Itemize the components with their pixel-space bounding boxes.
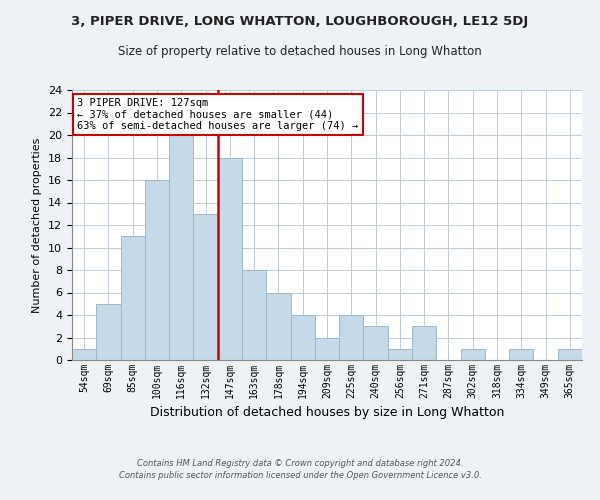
Bar bbox=[169, 135, 193, 360]
Bar bbox=[339, 315, 364, 360]
X-axis label: Distribution of detached houses by size in Long Whatton: Distribution of detached houses by size … bbox=[150, 406, 504, 420]
Bar bbox=[218, 158, 242, 360]
Bar bbox=[461, 349, 485, 360]
Text: Size of property relative to detached houses in Long Whatton: Size of property relative to detached ho… bbox=[118, 45, 482, 58]
Bar bbox=[266, 292, 290, 360]
Bar bbox=[412, 326, 436, 360]
Bar bbox=[364, 326, 388, 360]
Text: Contains HM Land Registry data © Crown copyright and database right 2024.
Contai: Contains HM Land Registry data © Crown c… bbox=[119, 458, 481, 480]
Bar bbox=[193, 214, 218, 360]
Bar bbox=[290, 315, 315, 360]
Bar bbox=[315, 338, 339, 360]
Bar bbox=[145, 180, 169, 360]
Bar bbox=[96, 304, 121, 360]
Bar bbox=[388, 349, 412, 360]
Y-axis label: Number of detached properties: Number of detached properties bbox=[32, 138, 43, 312]
Bar bbox=[121, 236, 145, 360]
Text: 3 PIPER DRIVE: 127sqm
← 37% of detached houses are smaller (44)
63% of semi-deta: 3 PIPER DRIVE: 127sqm ← 37% of detached … bbox=[77, 98, 358, 132]
Text: 3, PIPER DRIVE, LONG WHATTON, LOUGHBOROUGH, LE12 5DJ: 3, PIPER DRIVE, LONG WHATTON, LOUGHBOROU… bbox=[71, 15, 529, 28]
Bar bbox=[509, 349, 533, 360]
Bar bbox=[558, 349, 582, 360]
Bar bbox=[242, 270, 266, 360]
Bar bbox=[72, 349, 96, 360]
